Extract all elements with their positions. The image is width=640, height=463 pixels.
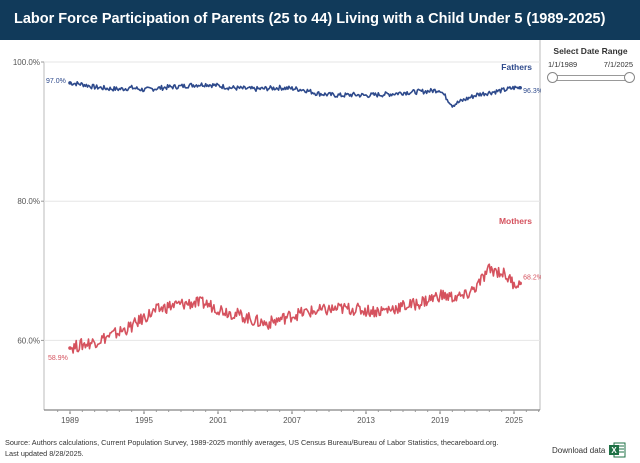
start-date-label: 1/1/1989 <box>548 60 578 69</box>
series-end-label: 96.3% <box>523 88 541 95</box>
series-lines <box>68 81 522 354</box>
excel-icon: X <box>609 442 626 458</box>
x-tick-label: 2013 <box>357 416 375 425</box>
series-start-point <box>68 346 72 350</box>
download-data-label: Download data <box>552 445 606 455</box>
x-tick-label: 1989 <box>61 416 79 425</box>
y-tick-label: 60.0% <box>17 336 40 345</box>
header-bar: Labor Force Participation of Parents (25… <box>0 0 640 40</box>
date-range-filter: Select Date Range 1/1/1989 7/1/2025 <box>541 40 640 410</box>
date-range-slider-track[interactable] <box>551 75 632 81</box>
series-name-label: Fathers <box>501 62 532 72</box>
svg-text:X: X <box>612 446 618 455</box>
download-data-button[interactable]: Download data X <box>552 441 626 459</box>
source-note: Source: Authors calculations, Current Po… <box>5 438 499 447</box>
y-tick-label: 80.0% <box>17 197 40 206</box>
x-axis: 1989 1995 2001 2007 2013 2019 2025 <box>57 410 540 425</box>
end-date-handle[interactable] <box>624 72 635 83</box>
y-axis: 100.0% 80.0% 60.0% <box>13 58 540 345</box>
series-end-label: 68.2% <box>523 274 541 281</box>
last-updated-note: Last updated 8/28/2025. <box>5 449 84 458</box>
series-name-label: Mothers <box>499 216 532 226</box>
series-start-label: 58.9% <box>48 355 68 362</box>
start-date-handle[interactable] <box>547 72 558 83</box>
x-tick-label: 2001 <box>209 416 227 425</box>
x-tick-label: 2025 <box>505 416 523 425</box>
date-range-title: Select Date Range <box>553 46 628 56</box>
series-start-point <box>68 81 72 85</box>
y-tick-label: 100.0% <box>13 58 40 67</box>
footer: Source: Authors calculations, Current Po… <box>0 432 640 461</box>
series-line-mothers <box>69 263 521 354</box>
series-start-label: 97.0% <box>46 78 66 85</box>
x-tick-label: 2019 <box>431 416 449 425</box>
series-labels: 97.0% 96.3% Fathers 58.9% 68.2% Mothers <box>46 62 541 362</box>
series-line-fathers <box>69 81 521 108</box>
x-tick-label: 1995 <box>135 416 153 425</box>
end-date-label: 7/1/2025 <box>603 60 633 69</box>
x-tick-label: 2007 <box>283 416 301 425</box>
line-chart: 100.0% 80.0% 60.0% 1989 1995 2001 2007 2013 201… <box>13 40 541 425</box>
chart-title: Labor Force Participation of Parents (25… <box>14 11 606 27</box>
series-end-point <box>518 281 522 286</box>
series-end-point <box>518 85 522 90</box>
